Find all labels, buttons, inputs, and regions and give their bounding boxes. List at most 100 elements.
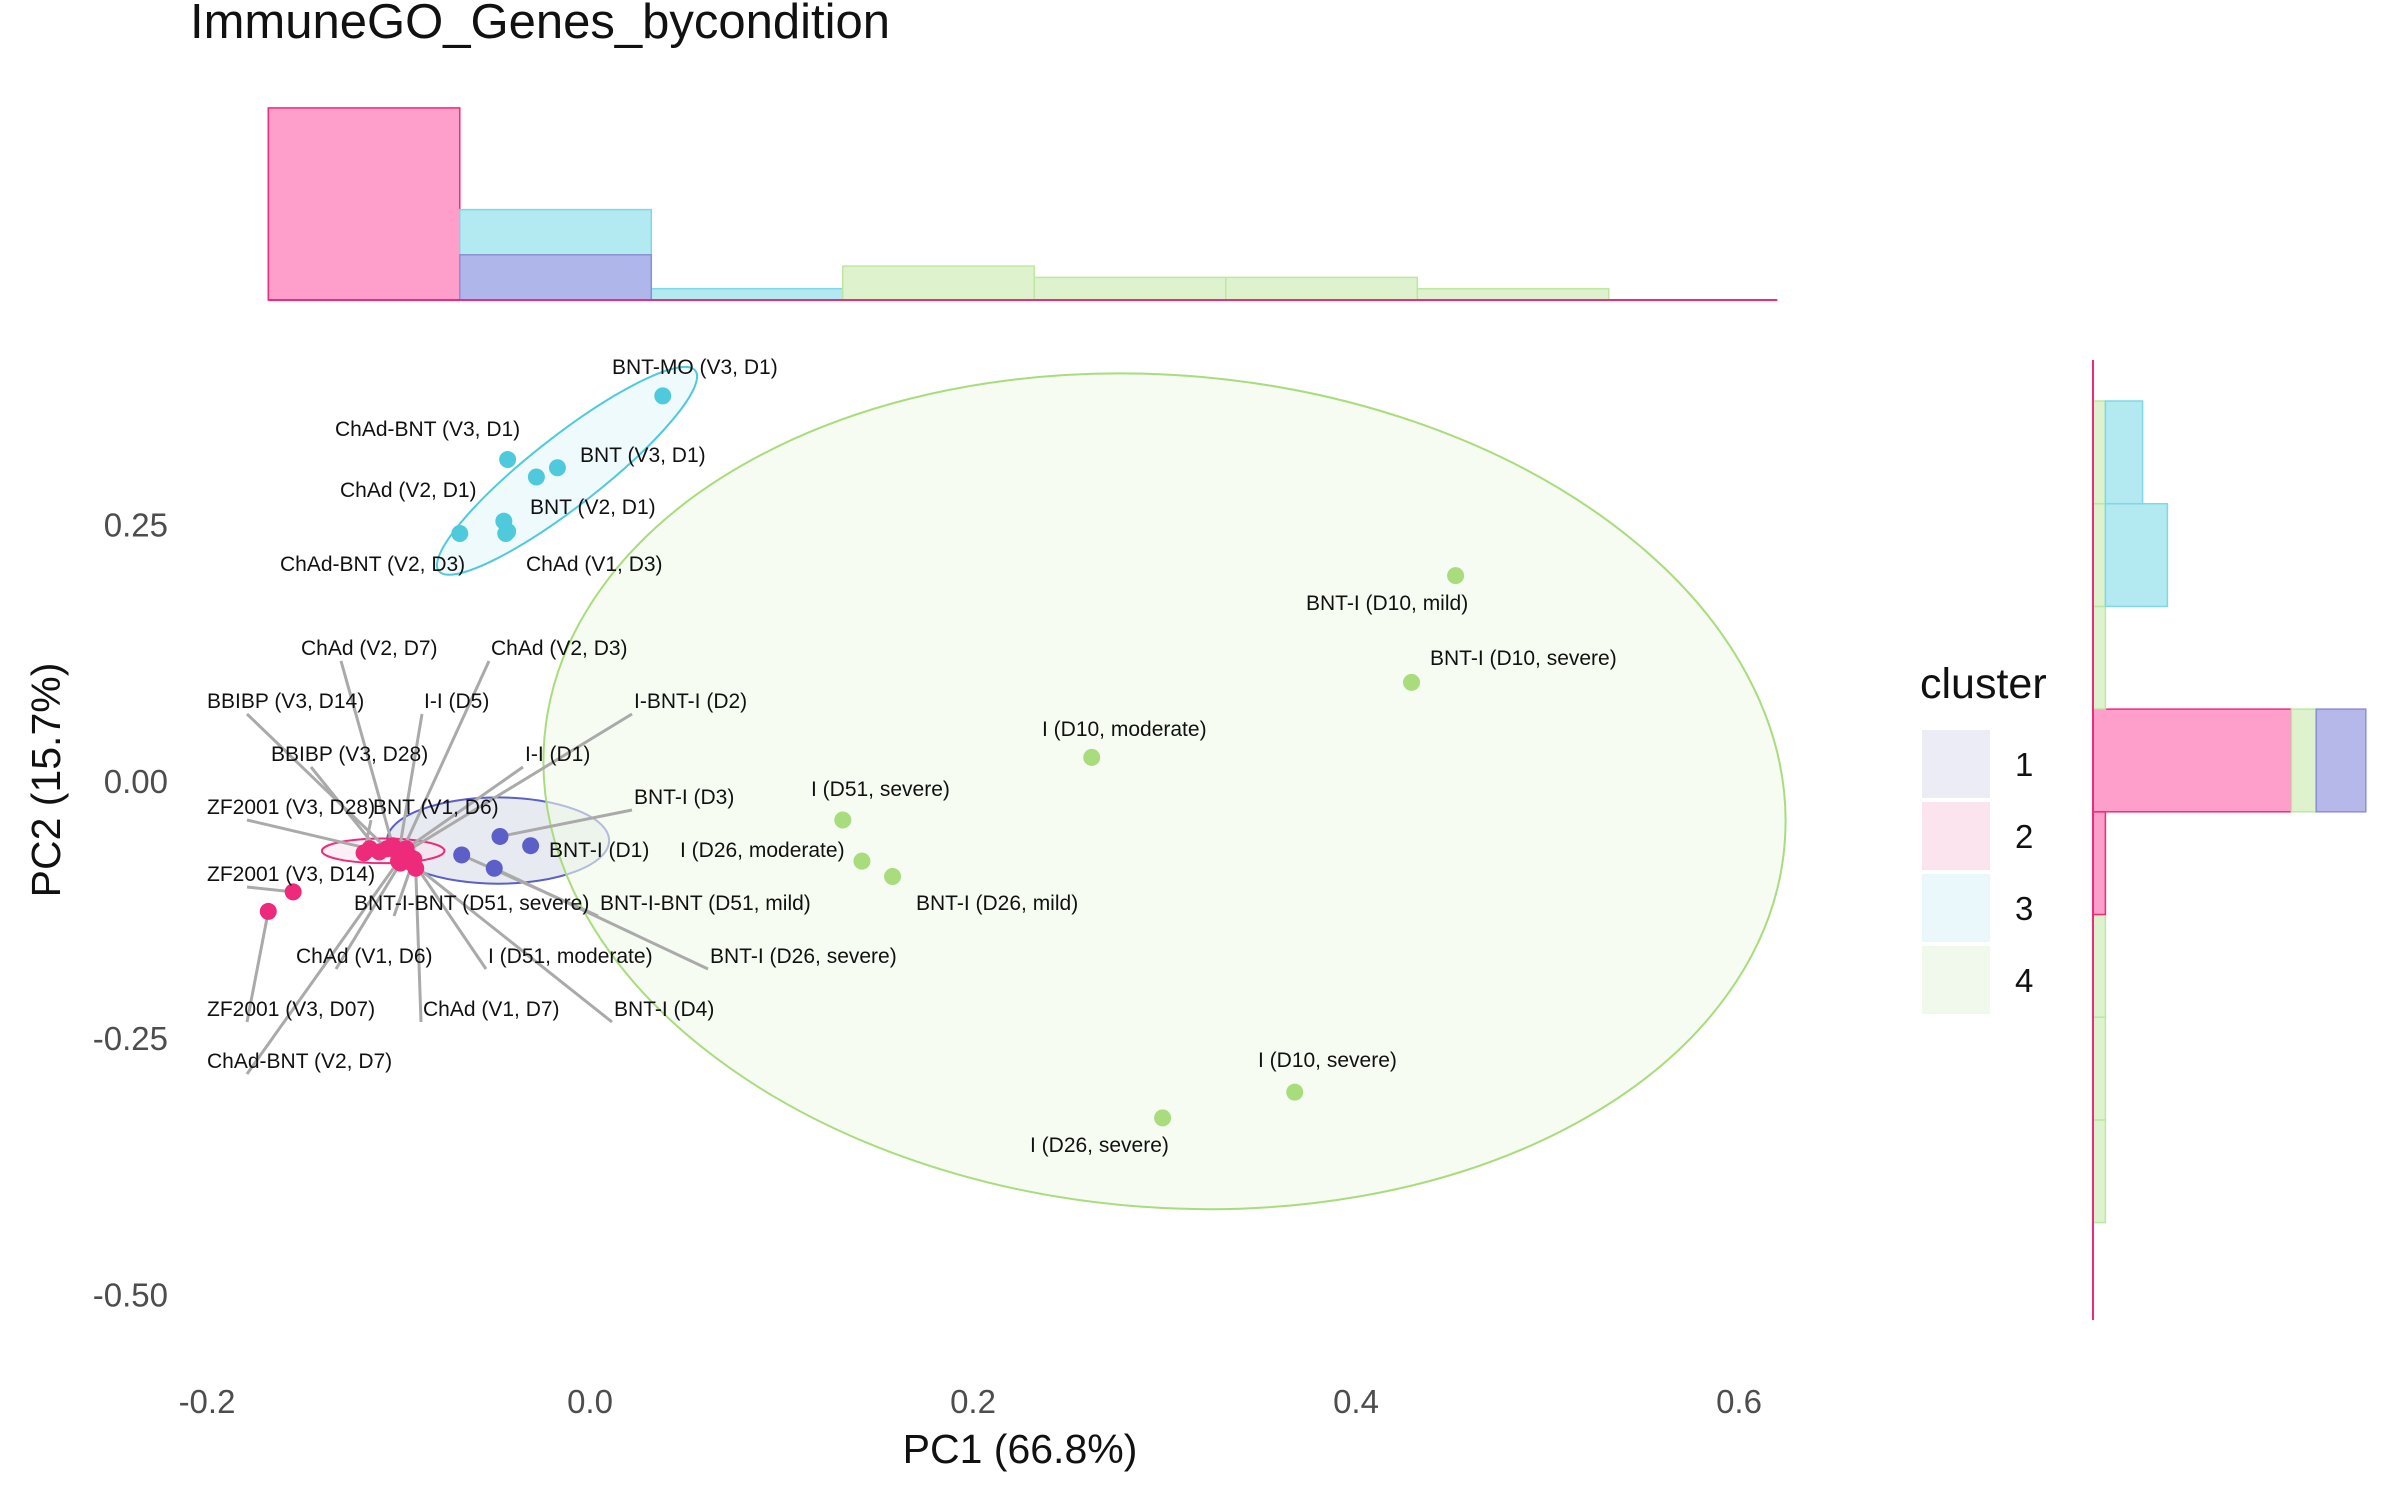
top-histogram-bar-cluster-1 (459, 254, 653, 301)
y-tick-label: -0.50 (93, 1277, 168, 1314)
point-label: BNT-I (D4) (614, 998, 714, 1021)
point-label: BNT-I (D26, mild) (916, 892, 1078, 915)
right-histogram-bar-cluster-4 (2092, 605, 2107, 710)
point-cluster-2 (390, 852, 407, 870)
point-label: ChAd-BNT (V3, D1) (335, 418, 520, 441)
point-label: ChAd (V2, D3) (491, 637, 628, 660)
right-histogram-bar-cluster-2 (2092, 811, 2107, 916)
y-axis-ticks: 0.25 0.00 -0.25 -0.50 (93, 506, 168, 1313)
point-label: ChAd-BNT (V2, D7) (207, 1050, 392, 1073)
label-connector (493, 866, 709, 971)
top-histogram-bar-cluster-4 (1416, 287, 1610, 301)
point-label: BNT-I-BNT (D51, mild) (600, 892, 811, 915)
point-label: I (D26, moderate) (680, 839, 845, 862)
right-histogram-bar-cluster-3 (2104, 400, 2144, 505)
point-cluster-4 (853, 852, 871, 870)
y-tick-label: -0.25 (93, 1020, 168, 1057)
data-points (259, 387, 1465, 1127)
point-label: BBIBP (V3, D28) (271, 743, 428, 766)
x-tick-label: 0.6 (1716, 1383, 1762, 1420)
label-connector (334, 862, 402, 970)
point-label: ChAd-BNT (V2, D3) (280, 553, 465, 576)
point-label: BNT-I-BNT (D51, severe) (354, 892, 589, 915)
point-label: I (D10, moderate) (1042, 718, 1207, 741)
point-label: BNT (V1, D6) (373, 796, 499, 819)
label-connector-lines (245, 660, 709, 1075)
point-cluster-3 (527, 468, 545, 486)
point-label: I (D26, severe) (1030, 1134, 1169, 1157)
point-cluster-2 (355, 844, 373, 862)
legend-title: cluster (1920, 660, 2047, 708)
point-cluster-4 (1083, 748, 1101, 766)
legend-swatch-cluster-2 (1922, 802, 1990, 870)
legend-label: 4 (2015, 962, 2033, 999)
point-label: ZF2001 (V3, D28) (207, 796, 375, 819)
legend-swatch-cluster-4 (1922, 946, 1990, 1014)
x-tick-label: 0.4 (1333, 1383, 1379, 1420)
label-connector (397, 713, 424, 856)
cluster-ellipses (320, 365, 1787, 1211)
right-marginal-histogram (2092, 360, 2367, 1320)
point-cluster-4 (1447, 567, 1465, 585)
data-point-labels: BNT-MO (V3, D1) ChAd-BNT (V3, D1) BNT (V3,… (207, 356, 1617, 1157)
cluster-4-ellipse (542, 372, 1787, 1211)
label-connector (245, 911, 270, 1023)
point-label: I (D51, severe) (811, 778, 950, 801)
label-connector (414, 868, 423, 1023)
top-histogram-bar-cluster-3 (650, 287, 844, 301)
point-label: I-BNT-I (D2) (634, 690, 747, 713)
label-connector (400, 660, 491, 852)
point-cluster-1 (522, 837, 540, 855)
point-cluster-3 (654, 387, 672, 405)
x-tick-label: 0.0 (567, 1383, 613, 1420)
point-label: ChAd (V2, D7) (301, 637, 438, 660)
point-cluster-1 (491, 827, 509, 845)
point-label: ZF2001 (V3, D07) (207, 998, 375, 1021)
point-cluster-4 (884, 868, 902, 886)
label-connector (410, 861, 613, 1024)
legend-swatch-cluster-3 (1922, 874, 1990, 942)
x-tick-label: -0.2 (179, 1383, 236, 1420)
point-label: BNT-I (D3) (634, 786, 734, 809)
point-label: I (D10, severe) (1258, 1049, 1397, 1072)
point-cluster-3 (451, 524, 469, 542)
point-label: BNT-MO (V3, D1) (612, 356, 778, 379)
point-cluster-1 (485, 859, 503, 877)
point-label: I-I (D5) (424, 690, 489, 713)
point-label: ChAd (V1, D7) (423, 998, 560, 1021)
point-label: BBIBP (V3, D14) (207, 690, 364, 713)
label-connector (408, 856, 488, 970)
point-cluster-3 (499, 451, 517, 469)
x-axis-ticks: -0.2 0.0 0.2 0.4 0.6 (179, 1383, 1762, 1420)
point-cluster-1 (453, 846, 471, 864)
right-histogram-bar-cluster-4 (2290, 708, 2317, 813)
label-connector (246, 818, 371, 851)
point-cluster-2 (284, 883, 302, 901)
point-cluster-4 (1154, 1109, 1172, 1127)
right-histogram-bar-cluster-1 (2315, 708, 2367, 813)
legend-label: 3 (2015, 890, 2033, 927)
top-histogram-bar-cluster-2 (267, 107, 461, 301)
x-tick-label: 0.2 (950, 1383, 996, 1420)
right-histogram-bar-cluster-4 (2092, 502, 2107, 608)
label-connector (245, 860, 400, 1075)
label-connector (245, 712, 389, 850)
point-cluster-4 (834, 811, 852, 829)
point-label: BNT (V3, D1) (580, 444, 706, 467)
point-label: BNT-I (D26, severe) (710, 945, 897, 968)
chart-title: ImmuneGO_Genes_bycondition (190, 0, 890, 49)
point-label: BNT-I (D10, severe) (1430, 647, 1617, 670)
top-marginal-histogram (267, 107, 1778, 301)
point-label: BNT-I (D10, mild) (1306, 592, 1468, 615)
top-histogram-bar-cluster-4 (1225, 276, 1419, 301)
label-connector (405, 765, 524, 851)
right-histogram-bar-cluster-3 (2104, 502, 2169, 608)
right-histogram-bar-cluster-4 (2092, 1119, 2107, 1224)
point-cluster-4 (1403, 673, 1421, 691)
label-connector (499, 808, 633, 838)
y-axis-title: PC2 (15.7%) (23, 663, 69, 898)
label-connector (403, 712, 633, 855)
point-label: BNT-I (D1) (549, 839, 649, 862)
legend-swatch-cluster-1 (1922, 730, 1990, 798)
